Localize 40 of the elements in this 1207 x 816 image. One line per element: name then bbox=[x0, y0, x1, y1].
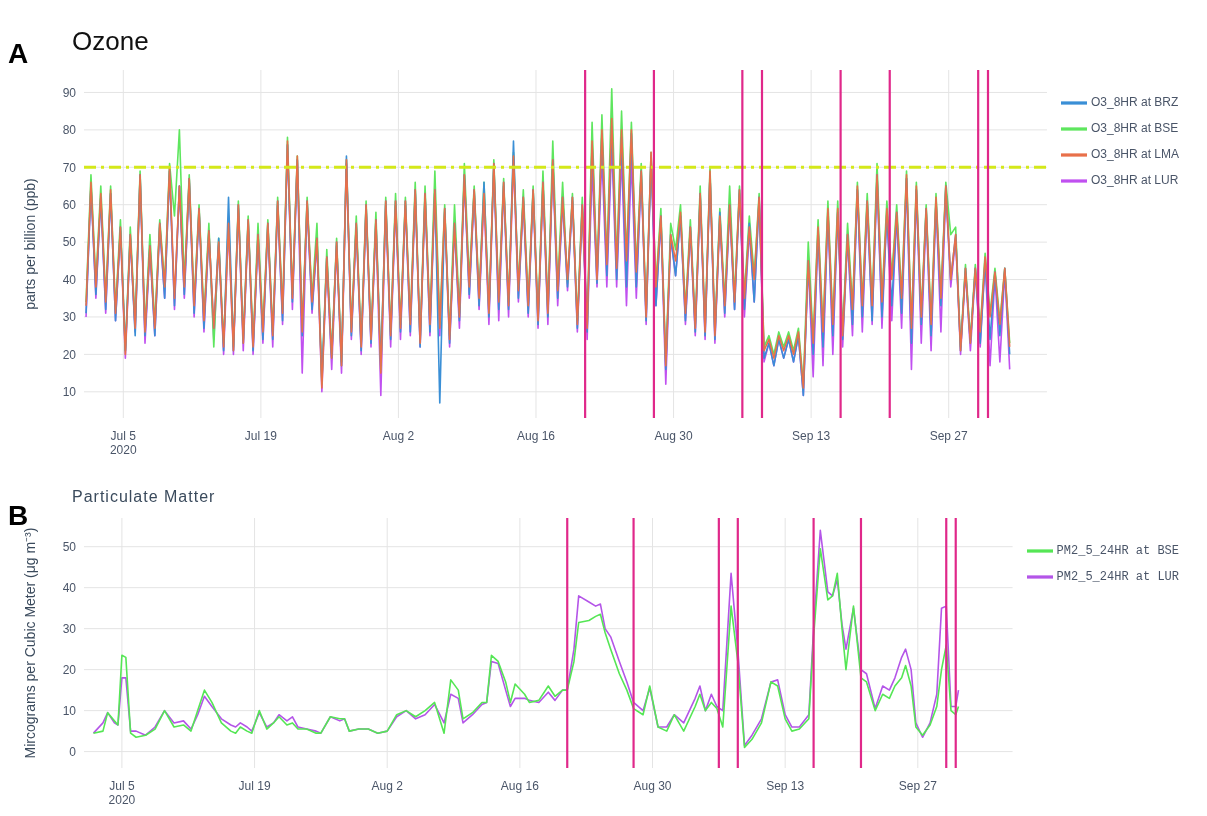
x-tick-label: Sep 13 bbox=[792, 429, 831, 443]
y-tick-label: 40 bbox=[62, 272, 77, 287]
x-tick-label: Jul 19 bbox=[244, 429, 278, 443]
x-tick-label: Aug 30 bbox=[654, 429, 693, 443]
y-tick-label: 90 bbox=[62, 85, 77, 100]
y-tick-label: 50 bbox=[62, 235, 77, 250]
x-tick-label: Sep 27 bbox=[898, 779, 938, 793]
chart-title: Ozone bbox=[72, 26, 149, 57]
x-tick-label: Sep 27 bbox=[929, 429, 969, 443]
legend-label: O3_8HR at BRZ bbox=[1090, 95, 1179, 110]
y-tick-label: 80 bbox=[62, 123, 77, 138]
y-tick-label: 30 bbox=[62, 310, 77, 325]
x-tick-label: Sep 13 bbox=[766, 779, 805, 793]
y-tick-label: 0 bbox=[69, 744, 77, 759]
x-tick-label: Jul 5 2020 bbox=[109, 429, 137, 457]
x-tick-label: Aug 2 bbox=[371, 779, 404, 793]
chart-title: Particulate Matter bbox=[72, 488, 216, 506]
legend-label: O3_8HR at LMA bbox=[1090, 147, 1179, 162]
y-tick-label: 40 bbox=[62, 580, 77, 595]
y-tick-label: 10 bbox=[62, 385, 77, 400]
y-tick-label: 70 bbox=[62, 160, 77, 175]
x-tick-label: Aug 30 bbox=[633, 779, 672, 793]
y-axis-title: Mircograms per Cubic Meter (μg m⁻³) bbox=[21, 527, 38, 759]
y-tick-label: 10 bbox=[62, 703, 77, 718]
x-tick-label: Aug 2 bbox=[382, 429, 415, 443]
text: A bbox=[8, 38, 29, 70]
x-tick-label: Jul 5 2020 bbox=[108, 779, 136, 807]
legend-label: O3_8HR at BSE bbox=[1090, 121, 1179, 136]
y-tick-label: 20 bbox=[62, 662, 77, 677]
y-axis-title: parts per billion (ppb) bbox=[21, 178, 38, 310]
legend-label: PM2_5_24HR at BSE bbox=[1056, 544, 1179, 559]
legend-label: PM2_5_24HR at LUR bbox=[1056, 570, 1179, 585]
y-tick-label: 20 bbox=[62, 347, 77, 362]
y-tick-label: 50 bbox=[62, 539, 77, 554]
x-tick-label: Aug 16 bbox=[516, 429, 556, 443]
x-tick-label: Jul 19 bbox=[238, 779, 271, 793]
legend-label: O3_8HR at LUR bbox=[1090, 173, 1179, 188]
y-tick-label: 60 bbox=[62, 197, 77, 212]
y-tick-label: 30 bbox=[62, 621, 77, 636]
x-tick-label: Aug 16 bbox=[500, 779, 540, 793]
